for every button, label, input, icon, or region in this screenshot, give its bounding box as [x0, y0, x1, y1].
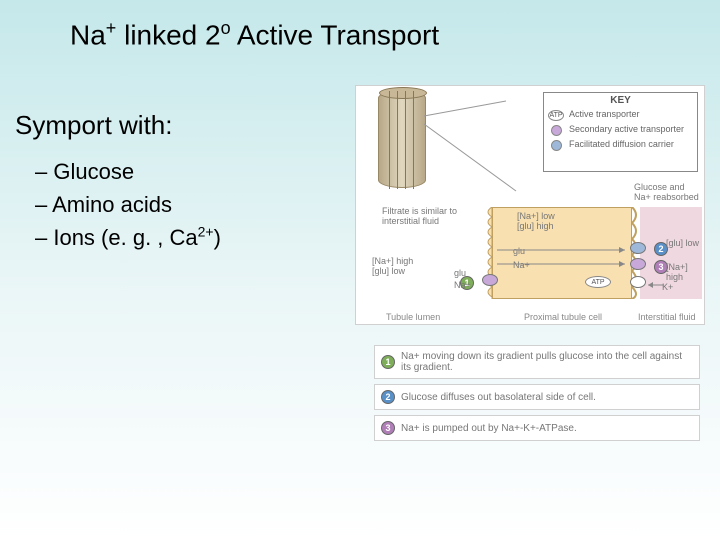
lumen-na: Na+	[454, 280, 471, 290]
callout-lines-icon	[416, 96, 536, 216]
label-fluid: Interstitial fluid	[638, 312, 696, 322]
transport-diagram: KEY ATP Active transporter Secondary act…	[355, 85, 705, 325]
legend-row-facilitated: Facilitated diffusion carrier	[548, 139, 693, 151]
caption-2: 2 Glucose diffuses out basolateral side …	[374, 384, 700, 410]
atp-icon: ATP	[548, 110, 564, 121]
facilitated-carrier-icon	[551, 140, 562, 151]
legend-box: KEY ATP Active transporter Secondary act…	[543, 92, 698, 172]
apical-symporter-icon	[482, 274, 498, 286]
cross-section: Filtrate is similar to interstitial flui…	[362, 204, 702, 322]
lumen-na-high: [Na+] high [glu] low	[372, 256, 413, 277]
caption-1: 1 Na+ moving down its gradient pulls glu…	[374, 345, 700, 379]
glucose-carrier-icon	[630, 242, 646, 254]
cell-na-low: [Na+] low [glu] high	[517, 211, 555, 232]
k-arrow-icon	[646, 280, 666, 290]
title-post: Active Transport	[231, 19, 440, 50]
label-cell: Proximal tubule cell	[524, 312, 602, 322]
proximal-cell: [Na+] low [glu] high glu Na+ ATP	[492, 207, 632, 299]
caption-badge-1: 1	[381, 355, 395, 369]
filtrate-label: Filtrate is similar to interstitial flui…	[382, 206, 462, 227]
caption-text-3: Na+ is pumped out by Na+-K+-ATPase.	[401, 423, 577, 434]
caption-badge-3: 3	[381, 421, 395, 435]
lumen-glu: glu	[454, 268, 466, 278]
title-pre: Na	[70, 19, 106, 50]
legend-title: KEY	[548, 95, 693, 106]
secondary-transporter-icon	[551, 125, 562, 136]
bullet-ions: – Ions (e. g. , Ca2+)	[35, 221, 221, 254]
caption-3: 3 Na+ is pumped out by Na+-K+-ATPase.	[374, 415, 700, 441]
legend-row-secondary: Secondary active transporter	[548, 124, 693, 136]
reabsorbed-label: Glucose and Na+ reabsorbed	[634, 182, 700, 203]
atp-label: ATP	[585, 276, 611, 288]
bullet-amino: – Amino acids	[35, 188, 221, 221]
slide-title: Na+ linked 2o Active Transport	[70, 18, 439, 51]
bullet-glucose: – Glucose	[35, 155, 221, 188]
symport-bullets: – Glucose – Amino acids – Ions (e. g. , …	[35, 155, 221, 254]
fluid-na-high: [Na+] high	[666, 262, 702, 283]
title-mid: linked 2	[116, 19, 220, 50]
caption-badge-2: 2	[381, 390, 395, 404]
label-lumen: Tubule lumen	[386, 312, 440, 322]
title-sup2: o	[221, 18, 231, 38]
fluid-glu-low: [glu] low	[666, 238, 699, 248]
atpase-pump-icon	[630, 276, 646, 288]
legend-row-active: ATP Active transporter	[548, 109, 693, 121]
symport-subheading: Symport with:	[15, 110, 173, 141]
caption-text-1: Na+ moving down its gradient pulls gluco…	[401, 351, 693, 373]
title-sup1: +	[106, 18, 117, 38]
na-carrier-icon	[630, 258, 646, 270]
caption-text-2: Glucose diffuses out basolateral side of…	[401, 392, 596, 403]
